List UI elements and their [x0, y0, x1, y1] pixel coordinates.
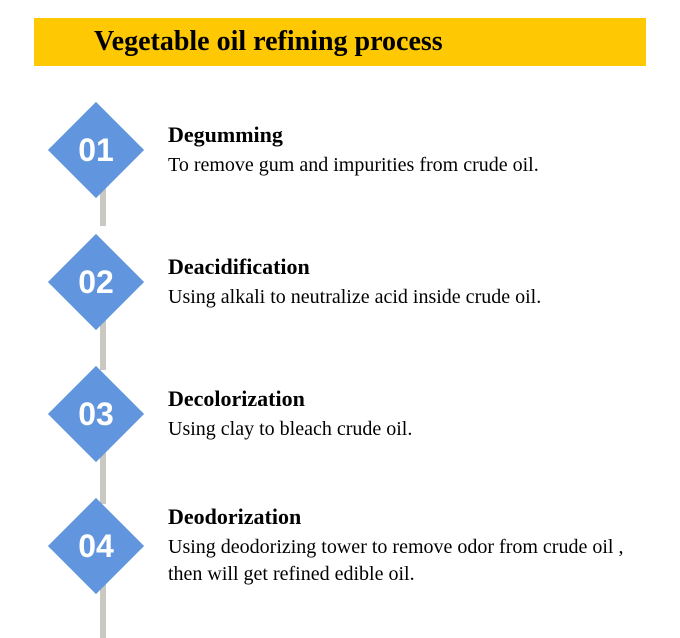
step-desc-2: Using alkali to neutralize acid inside c… — [168, 284, 541, 311]
step-number-1: 01 — [48, 102, 144, 198]
steps-container: 01 Degumming To remove gum and impuritie… — [0, 102, 680, 594]
step-title-1: Degumming — [168, 122, 539, 148]
diamond-2: 02 — [48, 234, 144, 330]
diamond-1: 01 — [48, 102, 144, 198]
step-4: 04 Deodorization Using deodorizing tower… — [48, 498, 680, 594]
diamond-4: 04 — [48, 498, 144, 594]
step-number-3: 03 — [48, 366, 144, 462]
step-desc-4: Using deodorizing tower to remove odor f… — [168, 534, 650, 588]
title-bar: Vegetable oil refining process — [34, 18, 646, 66]
step-text-1: Degumming To remove gum and impurities f… — [168, 122, 569, 179]
page-title: Vegetable oil refining process — [94, 26, 443, 58]
step-desc-1: To remove gum and impurities from crude … — [168, 152, 539, 179]
diamond-3: 03 — [48, 366, 144, 462]
step-title-2: Deacidification — [168, 254, 541, 280]
step-number-4: 04 — [48, 498, 144, 594]
step-title-3: Decolorization — [168, 386, 412, 412]
step-desc-3: Using clay to bleach crude oil. — [168, 416, 412, 443]
step-3: 03 Decolorization Using clay to bleach c… — [48, 366, 680, 462]
step-text-3: Decolorization Using clay to bleach crud… — [168, 386, 442, 443]
step-title-4: Deodorization — [168, 504, 650, 530]
step-text-4: Deodorization Using deodorizing tower to… — [168, 504, 680, 588]
step-number-2: 02 — [48, 234, 144, 330]
step-2: 02 Deacidification Using alkali to neutr… — [48, 234, 680, 330]
step-1: 01 Degumming To remove gum and impuritie… — [48, 102, 680, 198]
step-text-2: Deacidification Using alkali to neutrali… — [168, 254, 571, 311]
